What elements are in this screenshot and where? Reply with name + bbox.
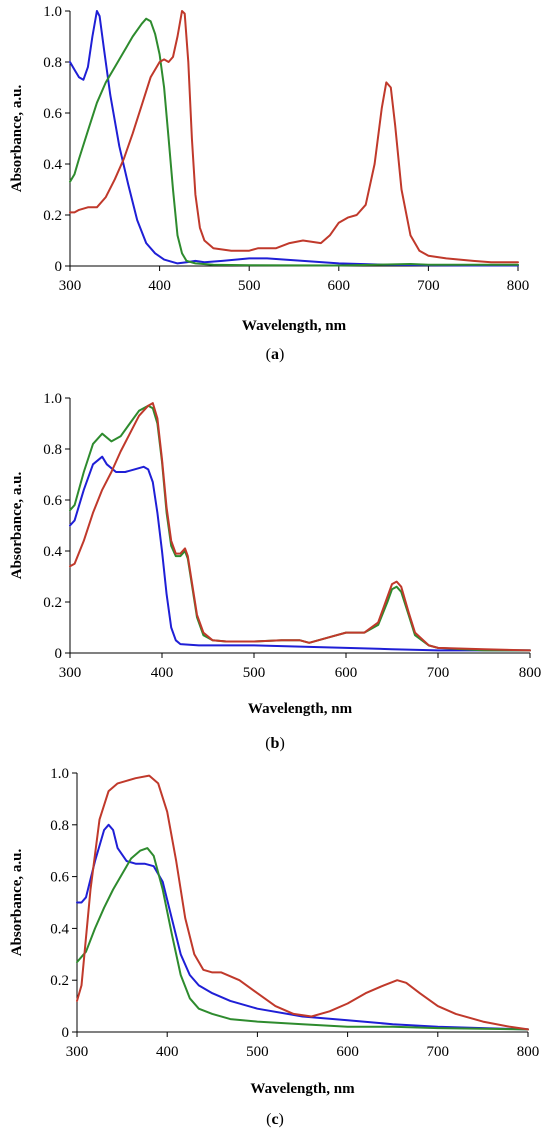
y-tick-label-a: 0.4 — [43, 157, 62, 173]
series-line-c-1 — [76, 823, 529, 1031]
series-line-c-2 — [76, 847, 529, 1031]
x-tick-label-c: 800 — [517, 1044, 540, 1060]
y-axis-title-c: Absorbance, a.u. — [9, 848, 25, 956]
x-tick-label-b: 700 — [427, 665, 450, 681]
x-tick-label-a: 800 — [507, 278, 530, 294]
series-line-c-3 — [76, 774, 529, 1031]
x-tick-label-a: 500 — [238, 278, 261, 294]
x-axis-title-b: Wavelength, nm — [248, 701, 353, 717]
panel-label-a: (a) — [265, 346, 285, 363]
chart-panel-c: 300 400 500 600 700 800 0 0.2 0.4 0.6 0.8 1.0 Wavele… — [0, 760, 550, 1137]
y-tick-label-c: 0.2 — [50, 973, 69, 989]
y-tick-label-a: 0.8 — [43, 55, 62, 71]
chart-b-svg: 300 400 500 600 700 800 0 0.2 0.4 0.6 0.8 1.0 Wavele… — [9, 391, 542, 717]
y-tick-label-c: 0.4 — [50, 921, 69, 937]
x-tick-label-b: 800 — [519, 665, 542, 681]
x-tick-label-c: 400 — [156, 1044, 179, 1060]
y-tick-label-a: 1.0 — [43, 4, 62, 20]
x-axis-title-a: Wavelength, nm — [242, 318, 347, 334]
x-tick-label-b: 400 — [151, 665, 174, 681]
x-tick-label-c: 500 — [246, 1044, 269, 1060]
x-tick-label-c: 300 — [66, 1044, 89, 1060]
y-tick-label-c: 1.0 — [50, 766, 69, 782]
y-tick-label-b: 0.4 — [43, 544, 62, 560]
chart-c-svg: 300 400 500 600 700 800 0 0.2 0.4 0.6 0.8 1.0 Wavele… — [9, 766, 540, 1097]
series-line-b-1 — [69, 455, 531, 652]
y-tick-label-a: 0.6 — [43, 106, 62, 122]
y-tick-label-c: 0 — [62, 1025, 70, 1041]
x-tick-label-c: 600 — [336, 1044, 359, 1060]
chart-panel-a: 300 400 500 600 700 800 0 0.2 0.4 0.6 0.8 1.0 Wavele… — [0, 0, 550, 380]
y-tick-label-b: 0.8 — [43, 442, 62, 458]
x-tick-label-c: 700 — [427, 1044, 450, 1060]
panel-label-b: (b) — [265, 735, 285, 752]
x-tick-label-a: 300 — [59, 278, 82, 294]
y-tick-label-a: 0 — [55, 259, 63, 275]
x-tick-label-a: 600 — [328, 278, 351, 294]
x-tick-label-a: 400 — [148, 278, 171, 294]
y-tick-label-b: 1.0 — [43, 391, 62, 407]
series-line-b-3 — [69, 402, 531, 652]
x-tick-label-a: 700 — [417, 278, 440, 294]
series-line-a-1 — [69, 10, 519, 267]
chart-a-svg: 300 400 500 600 700 800 0 0.2 0.4 0.6 0.8 1.0 Wavele… — [9, 4, 530, 334]
series-line-a-2 — [69, 17, 519, 267]
y-tick-label-b: 0.6 — [43, 493, 62, 509]
x-axis-title-c: Wavelength, nm — [250, 1081, 355, 1097]
y-axis-title-b: Absorbance, a.u. — [9, 471, 25, 579]
y-tick-label-b: 0.2 — [43, 595, 62, 611]
panel-label-c: (c) — [266, 1111, 284, 1128]
y-axis-title-a: Absorbance, a.u. — [9, 84, 25, 192]
y-tick-label-b: 0 — [55, 646, 63, 662]
chart-panel-b: 300 400 500 600 700 800 0 0.2 0.4 0.6 0.8 1.0 Wavele… — [0, 380, 550, 760]
y-tick-label-c: 0.6 — [50, 870, 69, 886]
x-tick-label-b: 600 — [335, 665, 358, 681]
x-tick-label-b: 500 — [243, 665, 266, 681]
x-tick-label-b: 300 — [59, 665, 82, 681]
y-tick-label-a: 0.2 — [43, 208, 62, 224]
y-tick-label-c: 0.8 — [50, 818, 69, 834]
series-line-b-2 — [69, 404, 531, 652]
series-line-a-3 — [69, 10, 519, 264]
